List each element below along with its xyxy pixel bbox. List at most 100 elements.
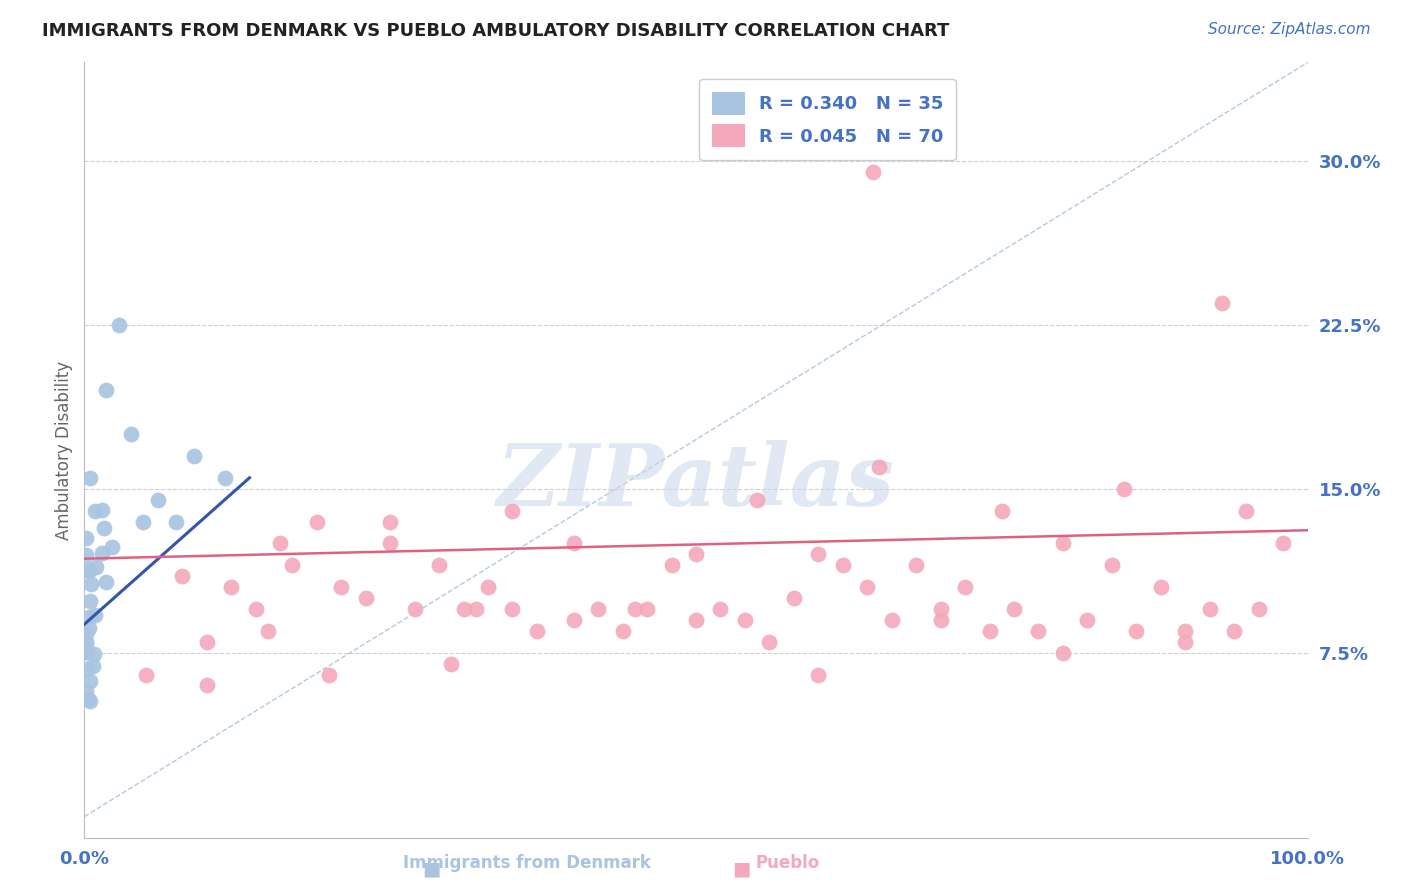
Point [661,558,683,573]
Point [305,515,328,529]
Point [77,610,100,624]
Point [586,602,609,616]
Point [807,667,830,681]
Y-axis label: Ambulatory Disability: Ambulatory Disability [55,361,73,540]
Point [862,165,884,179]
Point [76,645,98,659]
Point [1236,503,1258,517]
Point [257,624,280,638]
Point [1052,646,1074,660]
Point [172,569,194,583]
Point [75,634,97,648]
Point [91,503,114,517]
Point [146,492,169,507]
Point [1247,602,1270,616]
Point [79,594,101,608]
Point [79,693,101,707]
Legend: R = 0.340   N = 35, R = 0.045   N = 70: R = 0.340 N = 35, R = 0.045 N = 70 [699,79,956,160]
Point [93,520,115,534]
Point [929,602,952,616]
Point [83,647,105,661]
Point [380,515,402,529]
Point [120,427,142,442]
Point [195,634,218,648]
Point [77,621,100,635]
Point [1052,536,1074,550]
Point [219,580,242,594]
Point [1150,580,1173,594]
Point [76,662,98,676]
Point [709,602,731,616]
Text: Source: ZipAtlas.com: Source: ZipAtlas.com [1208,22,1371,37]
Point [758,634,780,648]
Point [82,659,104,673]
Point [195,678,218,692]
Point [269,536,291,550]
Point [101,540,124,554]
Point [464,602,486,616]
Point [979,624,1001,638]
Point [427,558,450,573]
Point [502,503,524,517]
Point [856,580,879,594]
Point [562,613,585,627]
Point [79,471,101,485]
Point [354,591,377,605]
Text: Pueblo: Pueblo [755,855,820,872]
Point [79,673,101,688]
Point [75,636,97,650]
Point [281,558,304,573]
Point [624,602,647,616]
Point [380,536,402,550]
Point [183,449,205,463]
Text: ■: ■ [731,859,751,879]
Point [77,692,100,706]
Point [440,657,463,671]
Point [747,492,769,507]
Text: IMMIGRANTS FROM DENMARK VS PUEBLO AMBULATORY DISABILITY CORRELATION CHART: IMMIGRANTS FROM DENMARK VS PUEBLO AMBULA… [42,22,949,40]
Point [991,503,1014,517]
Point [526,624,548,638]
Point [734,613,756,627]
Point [96,384,118,398]
Point [1125,624,1147,638]
Point [84,504,107,518]
Point [330,580,353,594]
Point [75,531,97,545]
Point [502,602,524,616]
Point [612,624,634,638]
Point [91,546,114,560]
Point [905,558,928,573]
Point [75,626,97,640]
Point [1174,634,1197,648]
Point [869,459,891,474]
Text: Immigrants from Denmark: Immigrants from Denmark [404,855,651,872]
Point [75,645,97,659]
Point [79,564,101,578]
Point [953,580,976,594]
Point [783,591,806,605]
Point [75,548,97,562]
Point [80,577,103,591]
Point [685,613,707,627]
Point [79,563,101,577]
Point [96,574,118,589]
Point [404,602,426,616]
Point [165,515,187,529]
Point [807,547,830,561]
Point [245,602,267,616]
Point [636,602,658,616]
Point [1211,296,1233,310]
Point [1223,624,1246,638]
Point [84,560,107,574]
Point [1076,613,1098,627]
Point [1114,482,1136,496]
Text: ZIPatlas: ZIPatlas [496,440,896,524]
Point [107,318,129,332]
Point [135,667,157,681]
Point [562,536,585,550]
Point [1272,536,1295,550]
Point [1028,624,1050,638]
Point [1174,624,1197,638]
Point [831,558,853,573]
